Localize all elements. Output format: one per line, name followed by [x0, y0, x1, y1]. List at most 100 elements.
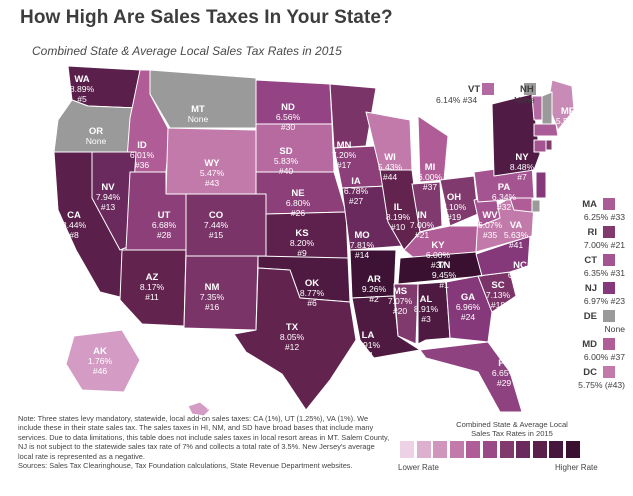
legend-swatch — [400, 441, 414, 458]
state-de — [531, 199, 541, 213]
state-al — [417, 281, 451, 345]
state-label-ne: NE 6.80% #26 — [286, 188, 311, 218]
state-ak — [65, 329, 141, 393]
callout-label-ma: MA 6.25% #33 — [582, 199, 625, 222]
callout-label-dc: DC 5.75% (#43) — [578, 367, 625, 390]
callout-swatch-vt — [482, 83, 494, 95]
state-label-az: AZ 8.17% #11 — [140, 272, 165, 302]
legend-swatch — [549, 441, 564, 458]
state-label-oh: OH 7.10% #19 — [442, 192, 467, 222]
callout-label-de: DENone — [584, 311, 625, 334]
state-label-sc: SC 7.13% #18 — [486, 280, 511, 310]
state-nv — [91, 151, 137, 251]
state-label-ak: AK 1.76% #46 — [88, 346, 113, 376]
state-az — [119, 249, 187, 327]
state-ma — [533, 123, 559, 137]
state-label-in: IN 7.00% #21 — [410, 210, 435, 240]
state-label-wi: WI 5.43% #44 — [378, 152, 403, 182]
state-ga — [445, 275, 493, 343]
state-label-hi: HI 4.35% #45 — [202, 382, 227, 412]
state-label-ks: KS 8.20% #9 — [290, 228, 315, 258]
map-title: How High Are Sales Taxes In Your State? — [20, 7, 393, 28]
state-label-ny: NY 8.48% #7 — [510, 152, 535, 182]
callout-swatch-dc — [603, 366, 615, 378]
state-md — [509, 197, 533, 213]
callout-label-ri: RI 7.00% #21 — [584, 227, 625, 250]
state-label-mn: MN 7.20% #17 — [332, 140, 357, 170]
state-label-tx: TX 8.05% #12 — [280, 322, 305, 352]
state-label-nm: NM 7.35% #16 — [200, 282, 225, 312]
state-label-ms: MS 7.07% #20 — [388, 286, 413, 316]
state-label-il: IL 8.19% #10 — [386, 202, 411, 232]
state-label-fl: FL 6.65% #29 — [492, 358, 517, 388]
state-label-or: OR None — [86, 126, 107, 146]
callout-label-ct: CT 6.35% #31 — [584, 255, 625, 278]
callout-label-vt: VT 6.14% #34 — [436, 84, 480, 105]
state-label-tn: TN 9.45% #1 — [432, 260, 457, 290]
state-label-al: AL 8.91% #3 — [414, 294, 439, 324]
sources-text: Sources: Sales Tax Clearinghouse, Tax Fo… — [18, 461, 353, 471]
legend-title: Combined State & Average Local Sales Tax… — [456, 420, 568, 438]
state-label-ca: CA 8.44% #8 — [62, 210, 87, 240]
state-label-ky: KY 6.00% #37 — [426, 240, 451, 270]
legend-swatch — [433, 441, 448, 458]
state-ms — [393, 283, 419, 345]
legend-swatch — [499, 441, 514, 458]
state-ny — [491, 93, 541, 177]
state-tx — [233, 267, 357, 411]
legend-swatch — [466, 441, 481, 458]
state-label-me: ME 5.50% #42 — [556, 106, 581, 136]
state-label-nv: NV 7.94% #13 — [96, 182, 121, 212]
callout-swatch-md — [603, 338, 615, 350]
legend-low-label: Lower Rate — [398, 463, 439, 472]
state-mt — [149, 69, 257, 129]
state-label-co: CO 7.44% #15 — [204, 210, 229, 240]
state-ri — [545, 139, 553, 151]
state-label-wv: WV 6.07% #35 — [478, 210, 503, 240]
callout-swatch-ct — [603, 254, 615, 266]
callout-swatch-ri — [603, 226, 615, 238]
state-label-ga: GA 6.96% #24 — [456, 292, 481, 322]
state-label-id: ID 6.01% #36 — [130, 140, 155, 170]
legend-color-ramp — [400, 441, 583, 458]
state-label-pa: PA 6.34% #32 — [492, 182, 517, 212]
state-label-ia: IA 6.78% #27 — [344, 176, 369, 206]
state-in — [411, 181, 443, 233]
legend-high-label: Higher Rate — [555, 463, 598, 472]
state-label-sd: SD 5.83% #40 — [274, 146, 299, 176]
state-label-nc: NC 6.90% #25 — [508, 260, 533, 290]
state-label-mt: MT None — [188, 104, 209, 124]
legend-swatch — [449, 441, 464, 458]
state-label-ok: OK 8.77% #6 — [300, 278, 325, 308]
footnote: Note: Three states levy mandatory, state… — [18, 414, 390, 470]
state-label-wa: WA 8.89% #5 — [70, 74, 95, 104]
state-label-ar: AR 9.26% #2 — [362, 274, 387, 304]
state-nh — [541, 91, 553, 129]
legend-swatch — [416, 441, 431, 458]
legend-swatch — [482, 441, 497, 458]
legend-swatch — [565, 441, 580, 458]
state-label-wy: WY 5.47% #43 — [200, 158, 225, 188]
callout-swatch-nh — [524, 83, 536, 95]
state-label-ut: UT 6.68% #28 — [152, 210, 177, 240]
state-nj — [535, 171, 547, 199]
callout-swatch-de — [603, 310, 615, 322]
note-text: Note: Three states levy mandatory, state… — [18, 414, 390, 461]
callout-label-nj: NJ 6.97% #23 — [584, 283, 625, 306]
callout-swatch-ma — [603, 198, 615, 210]
state-label-nd: ND 6.56% #30 — [276, 102, 301, 132]
callout-swatch-nj — [603, 282, 615, 294]
state-label-mo: MO 7.81% #14 — [350, 230, 375, 260]
state-label-va: VA 5.63% #41 — [504, 220, 529, 250]
state-ct — [533, 139, 547, 153]
legend-swatch — [532, 441, 547, 458]
state-hi — [187, 401, 211, 417]
callout-label-md: MD 6.00% #37 — [582, 339, 625, 362]
state-label-la: LA 8.91% #4 — [356, 330, 381, 360]
callout-label-nh: NH None — [514, 84, 535, 105]
map-subtitle: Combined State & Average Local Sales Tax… — [32, 44, 342, 58]
state-fl — [419, 341, 523, 413]
state-label-mi: MI 6.00% #37 — [418, 162, 443, 192]
legend-swatch — [516, 441, 531, 458]
